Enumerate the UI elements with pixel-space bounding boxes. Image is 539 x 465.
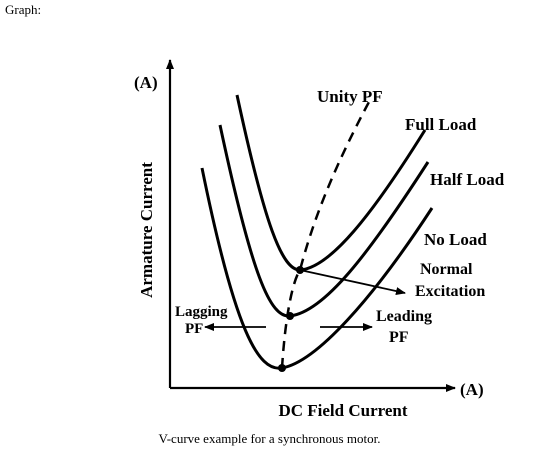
leading-label: Leading <box>376 308 432 325</box>
no-load-minimum-dot <box>278 364 286 372</box>
unity-pf-curve <box>280 99 372 369</box>
y-axis-label: Armature Current <box>137 162 156 298</box>
figure-caption: V-curve example for a synchronous motor. <box>158 431 381 446</box>
unity-pf-label: Unity PF <box>317 87 383 106</box>
no-load-label: No Load <box>424 230 487 249</box>
lagging-pf-label: PF <box>185 321 203 337</box>
x-axis-label: DC Field Current <box>278 401 407 420</box>
leading-pf-label: PF <box>389 329 409 346</box>
x-axis-unit: (A) <box>460 380 484 399</box>
y-axis-unit: (A) <box>134 73 158 92</box>
lagging-label: Lagging <box>175 304 228 320</box>
full-load-label: Full Load <box>405 115 477 134</box>
normal-excitation-arrow <box>299 269 406 295</box>
half-load-minimum-dot <box>286 312 294 320</box>
excitation-label: Excitation <box>415 283 485 300</box>
normal-label: Normal <box>420 261 473 278</box>
page-heading: Graph: <box>5 2 42 17</box>
half-load-label: Half Load <box>430 170 505 189</box>
